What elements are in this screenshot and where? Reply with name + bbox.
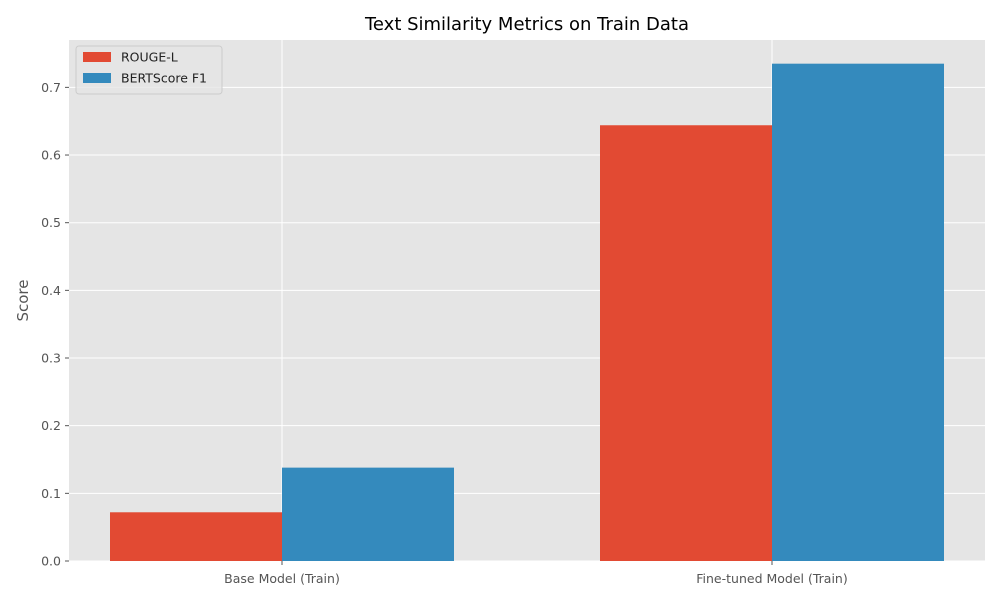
bar-rouge-l-1: [110, 512, 282, 561]
bar-bertscore-f1-2: [772, 63, 944, 561]
y-tick-label: 0.5: [41, 215, 61, 230]
x-axis-ticks: Base Model (Train) Fine-tuned Model (Trai…: [224, 561, 848, 586]
y-tick-label: 0.7: [41, 80, 61, 95]
bar-bertscore-f1-1: [282, 467, 454, 561]
legend: ROUGE-L BERTScore F1: [75, 45, 223, 95]
x-tick-label: Fine-tuned Model (Train): [696, 571, 847, 586]
legend-swatch: [83, 52, 111, 62]
bar-rouge-l-2: [600, 125, 772, 561]
y-tick-label: 0.1: [41, 486, 61, 501]
y-tick-label: 0.0: [41, 554, 61, 569]
y-tick-label: 0.4: [41, 283, 61, 298]
bars: [110, 63, 944, 561]
legend-label: BERTScore F1: [121, 71, 207, 86]
y-tick-label: 0.3: [41, 351, 61, 366]
legend-label: ROUGE-L: [121, 50, 178, 65]
y-axis-label: Score: [14, 279, 32, 321]
y-axis-ticks: 0.0 0.1 0.2 0.3 0.4 0.5 0.6 0.7: [41, 80, 69, 569]
legend-box: [75, 45, 223, 95]
chart-title: Text Similarity Metrics on Train Data: [364, 14, 689, 35]
y-tick-label: 0.6: [41, 148, 61, 163]
y-tick-label: 0.2: [41, 418, 61, 433]
legend-swatch: [83, 73, 111, 83]
x-tick-label: Base Model (Train): [224, 571, 340, 586]
